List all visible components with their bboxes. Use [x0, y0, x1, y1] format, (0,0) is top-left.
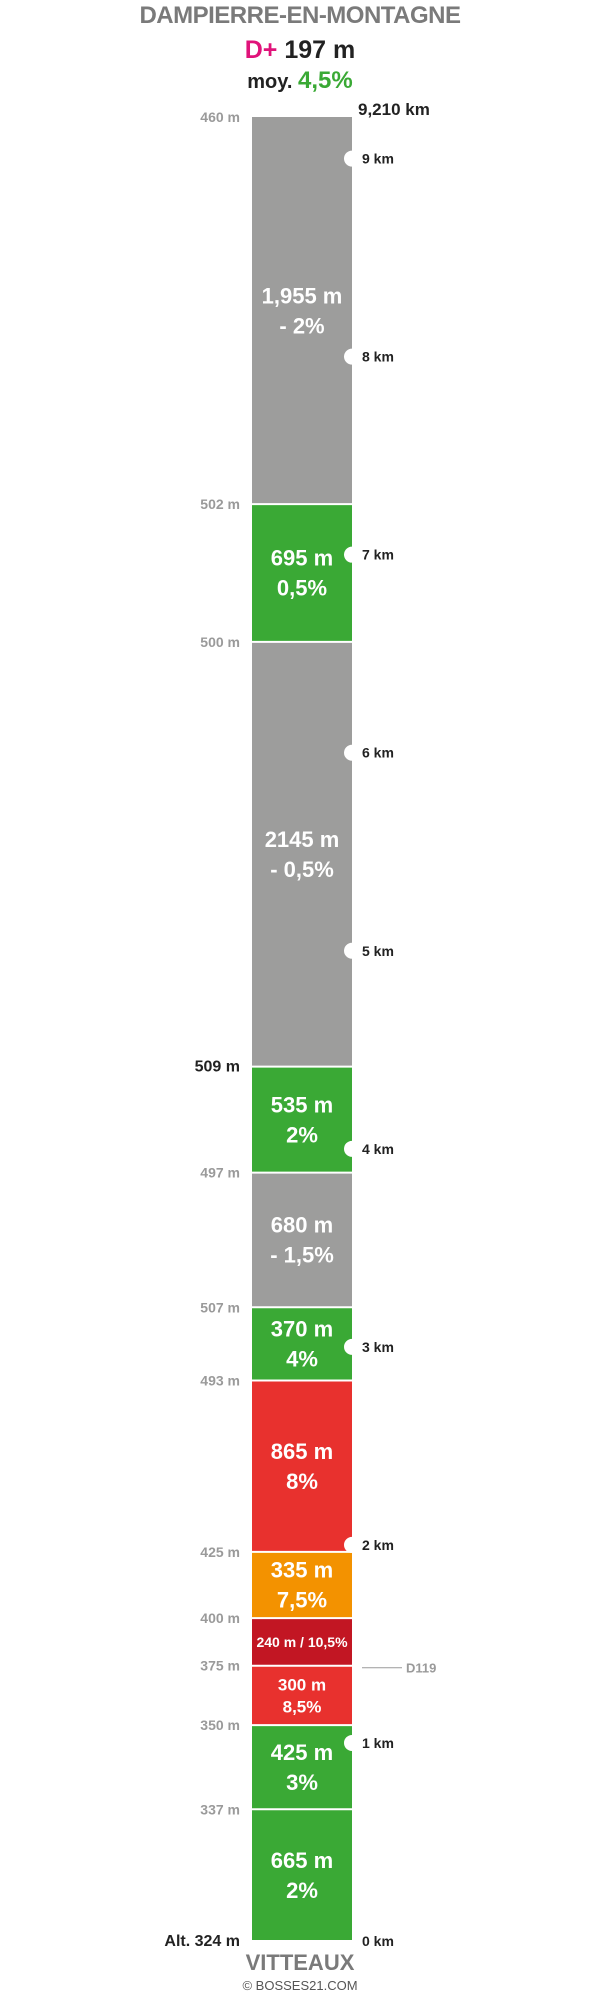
altitude-label: 500 m [200, 634, 240, 650]
km-marker-label: 8 km [362, 349, 394, 365]
segment-grade-label: 3% [286, 1770, 318, 1795]
altitude-label: 493 m [200, 1373, 240, 1389]
km-marker-label: 5 km [362, 943, 394, 959]
altitude-label: 425 m [200, 1544, 240, 1560]
altitude-label: 337 m [200, 1801, 240, 1817]
average-grade: moy. 4,5% [0, 67, 600, 95]
km-marker-label: 2 km [362, 1537, 394, 1553]
segment-length-label: 2145 m [265, 827, 340, 852]
avg-value: 4,5% [298, 67, 353, 94]
km-marker-label: 4 km [362, 1141, 394, 1157]
altitude-label: 502 m [200, 496, 240, 512]
altitude-label: 497 m [200, 1165, 240, 1181]
segment-grade-label: 7,5% [277, 1588, 327, 1613]
dplus-value: 197 m [284, 36, 356, 64]
altitude-label: 400 m [200, 1610, 240, 1626]
km-notch [344, 1338, 360, 1355]
segment-bar-3 [252, 1665, 352, 1726]
segment-bar-11 [252, 504, 352, 642]
km-notch [344, 1140, 360, 1157]
segment-bar-10 [252, 641, 352, 1067]
segment-length-label: 680 m [271, 1213, 333, 1238]
segment-bar-12 [252, 117, 352, 505]
km-marker-label: 3 km [362, 1339, 394, 1355]
segment-bar-8 [252, 1172, 352, 1308]
segment-bar-7 [252, 1307, 352, 1381]
segment-bar-2 [252, 1725, 352, 1810]
start-location: VITTEAUX [245, 1950, 355, 1975]
km-notch [344, 1734, 360, 1751]
segment-bar-9 [252, 1066, 352, 1173]
km-marker-label: 7 km [362, 547, 394, 563]
segment-length-label: 335 m [271, 1558, 333, 1583]
segment-length-label: 370 m [271, 1317, 333, 1342]
segment-length-label: 425 m [271, 1740, 333, 1765]
segment-grade-label: - 1,5% [270, 1243, 334, 1268]
segment-grade-label: 2% [286, 1878, 318, 1903]
segment-length-label: 1,955 m [262, 283, 343, 308]
segment-length-label: 300 m [278, 1675, 326, 1694]
km-marker-label: 9 km [362, 151, 394, 167]
altitude-label: 350 m [200, 1717, 240, 1733]
segment-length-label: 665 m [271, 1848, 333, 1873]
segment-grade-label: 2% [286, 1122, 318, 1147]
summit-title: DAMPIERRE-EN-MONTAGNE [139, 2, 461, 29]
avg-label: moy. [247, 71, 293, 93]
segment-grade-label: - 2% [279, 313, 324, 338]
segment-bar-5 [252, 1551, 352, 1619]
segment-length-label: 695 m [271, 546, 333, 571]
segment-grade-label: - 0,5% [270, 857, 334, 882]
km-notch [344, 348, 360, 365]
segment-length-label: 865 m [271, 1439, 333, 1464]
altitude-label: 509 m [195, 1059, 240, 1076]
elevation-gain: D+ 197 m [0, 36, 600, 65]
segment-bar-1 [252, 1809, 352, 1941]
segment-bar-4 [252, 1618, 352, 1666]
dplus-label: D+ [244, 36, 278, 64]
km-marker-label: 6 km [362, 745, 394, 761]
km-notch [344, 1536, 360, 1553]
credit: © BOSSES21.COM [242, 1978, 358, 1993]
segment-grade-label: 0,5% [277, 576, 327, 601]
altitude-label: 375 m [200, 1658, 240, 1674]
segment-grade-label: 4% [286, 1347, 318, 1372]
altitude-label: Alt. 324 m [164, 1933, 240, 1950]
km-notch [344, 150, 360, 167]
segment-bar-6 [252, 1380, 352, 1552]
altitude-label: 507 m [200, 1299, 240, 1315]
km-notch [344, 546, 360, 563]
segment-length-label: 240 m / 10,5% [256, 1634, 348, 1650]
km-notch [344, 744, 360, 761]
road-marker-label: D119 [406, 1661, 436, 1676]
altitude-label-end: 460 m [200, 109, 240, 125]
km-notch [344, 942, 360, 959]
segment-grade-label: 8,5% [283, 1697, 322, 1716]
km-marker-label: 0 km [362, 1933, 394, 1949]
km-marker-label: 1 km [362, 1735, 394, 1751]
segment-length-label: 535 m [271, 1092, 333, 1117]
total-distance-label: 9,210 km [358, 100, 430, 119]
segment-grade-label: 8% [286, 1469, 318, 1494]
